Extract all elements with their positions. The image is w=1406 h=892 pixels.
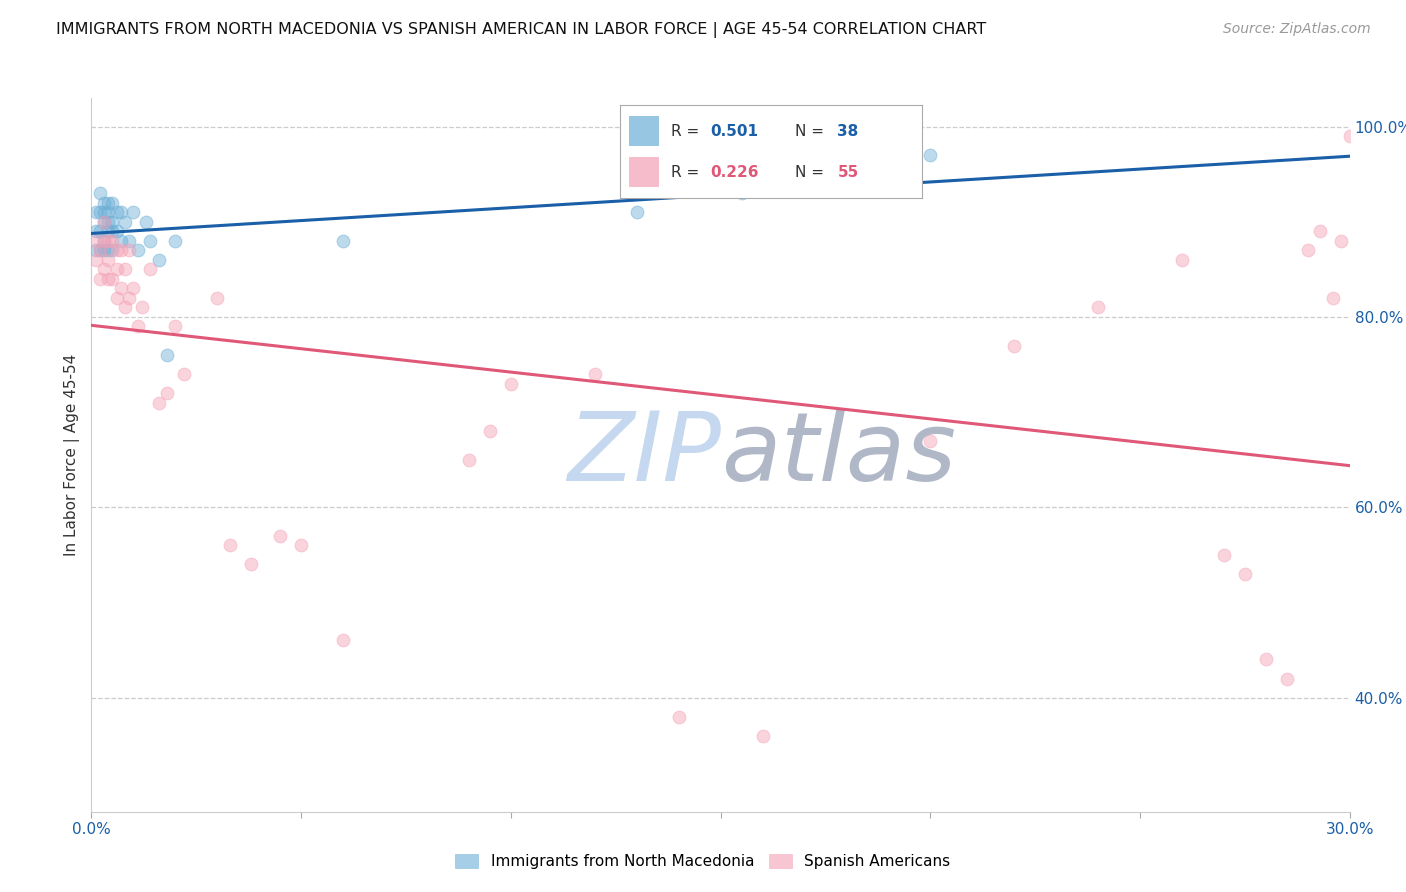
Point [1171, 252, 1194, 267]
Point [730, 186, 752, 201]
Point [89, 244, 111, 258]
Point [93, 234, 115, 248]
Point [1275, 672, 1298, 686]
Point [148, 252, 170, 267]
Point [457, 452, 479, 467]
Point [93, 215, 115, 229]
Point [127, 319, 149, 334]
Point [84, 234, 107, 248]
Point [583, 367, 606, 381]
Point [105, 205, 128, 219]
Point [84, 205, 107, 219]
Point [89, 224, 111, 238]
Point [118, 244, 141, 258]
Point [1087, 301, 1109, 315]
Point [118, 234, 141, 248]
Point [97, 272, 120, 286]
Point [478, 424, 501, 438]
Text: IMMIGRANTS FROM NORTH MACEDONIA VS SPANISH AMERICAN IN LABOR FORCE | AGE 45-54 C: IMMIGRANTS FROM NORTH MACEDONIA VS SPANI… [56, 22, 987, 38]
Text: atlas: atlas [720, 409, 956, 501]
Point [110, 205, 132, 219]
Point [218, 538, 240, 552]
Point [84, 244, 107, 258]
Point [173, 367, 195, 381]
Point [290, 538, 312, 552]
Point [101, 224, 124, 238]
Point [165, 319, 187, 334]
Text: ZIP: ZIP [567, 409, 720, 501]
Point [105, 244, 128, 258]
Point [89, 244, 111, 258]
Point [205, 291, 228, 305]
Point [114, 262, 136, 277]
Point [93, 262, 115, 277]
Point [114, 215, 136, 229]
Point [97, 244, 120, 258]
Point [89, 272, 111, 286]
Point [105, 262, 128, 277]
Point [97, 234, 120, 248]
Point [110, 234, 132, 248]
Point [1296, 244, 1319, 258]
Point [97, 252, 120, 267]
Point [97, 215, 120, 229]
Point [118, 291, 141, 305]
Point [97, 195, 120, 210]
Point [84, 252, 107, 267]
Point [239, 558, 262, 572]
Point [1330, 234, 1353, 248]
Point [110, 281, 132, 295]
Point [122, 281, 145, 295]
Point [920, 434, 942, 448]
Point [105, 291, 128, 305]
Point [93, 215, 115, 229]
Point [131, 301, 153, 315]
Point [269, 529, 291, 543]
Point [1254, 652, 1277, 666]
Point [920, 148, 942, 162]
Point [93, 205, 115, 219]
Point [101, 272, 124, 286]
Point [89, 186, 111, 201]
Point [751, 729, 773, 743]
Legend: Immigrants from North Macedonia, Spanish Americans: Immigrants from North Macedonia, Spanish… [450, 848, 956, 875]
Point [1233, 566, 1256, 581]
Point [97, 205, 120, 219]
Point [332, 234, 354, 248]
Point [626, 205, 648, 219]
Point [122, 205, 145, 219]
Point [93, 244, 115, 258]
Point [1339, 129, 1361, 144]
Point [1002, 338, 1025, 352]
Point [139, 234, 162, 248]
Point [1309, 224, 1331, 238]
Point [127, 244, 149, 258]
Point [139, 262, 162, 277]
Point [101, 244, 124, 258]
Point [101, 234, 124, 248]
Point [110, 244, 132, 258]
Point [114, 301, 136, 315]
Point [1322, 291, 1344, 305]
Point [1347, 786, 1369, 800]
Point [101, 215, 124, 229]
Point [332, 633, 354, 648]
Point [156, 386, 179, 401]
Point [101, 195, 124, 210]
Point [156, 348, 179, 362]
Text: Source: ZipAtlas.com: Source: ZipAtlas.com [1223, 22, 1371, 37]
Point [93, 195, 115, 210]
Point [499, 376, 522, 391]
Point [105, 224, 128, 238]
Point [148, 395, 170, 409]
Point [89, 205, 111, 219]
Point [135, 215, 157, 229]
Y-axis label: In Labor Force | Age 45-54: In Labor Force | Age 45-54 [65, 354, 80, 556]
Point [93, 234, 115, 248]
Point [1213, 548, 1236, 562]
Point [84, 224, 107, 238]
Point [97, 224, 120, 238]
Point [165, 234, 187, 248]
Point [668, 709, 690, 723]
